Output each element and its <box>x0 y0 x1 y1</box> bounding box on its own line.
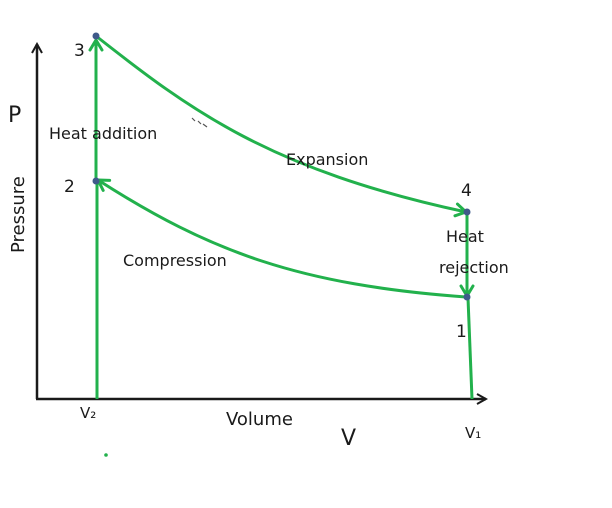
y-axis-label: Pressure <box>8 176 29 253</box>
state-point-3 <box>92 32 100 40</box>
point-label-3: 3 <box>74 41 85 61</box>
heat-rejection-label-line1: Heat <box>446 227 484 246</box>
compression-label: Compression <box>123 251 227 270</box>
heat-rejection-label-line2: rejection <box>439 258 509 277</box>
v1-label: V₁ <box>465 424 481 442</box>
state-point-2 <box>92 177 100 185</box>
expansion-process <box>95 34 468 218</box>
v2-label: V₂ <box>80 404 96 422</box>
state-point-1 <box>463 293 471 301</box>
x-axis-letter: V <box>341 426 356 451</box>
heat-addition-label: Heat addition <box>49 124 157 143</box>
stray-scribble <box>191 117 208 128</box>
expansion-label: Expansion <box>286 150 368 169</box>
stray-dot <box>104 453 108 457</box>
v1-guide-line <box>466 297 474 400</box>
compression-process <box>96 178 467 299</box>
state-point-4 <box>463 208 471 216</box>
point-label-1: 1 <box>456 322 467 342</box>
x-axis-label: Volume <box>226 409 293 430</box>
point-label-4: 4 <box>461 181 472 201</box>
point-label-2: 2 <box>64 177 75 197</box>
y-axis-letter: P <box>8 103 21 128</box>
